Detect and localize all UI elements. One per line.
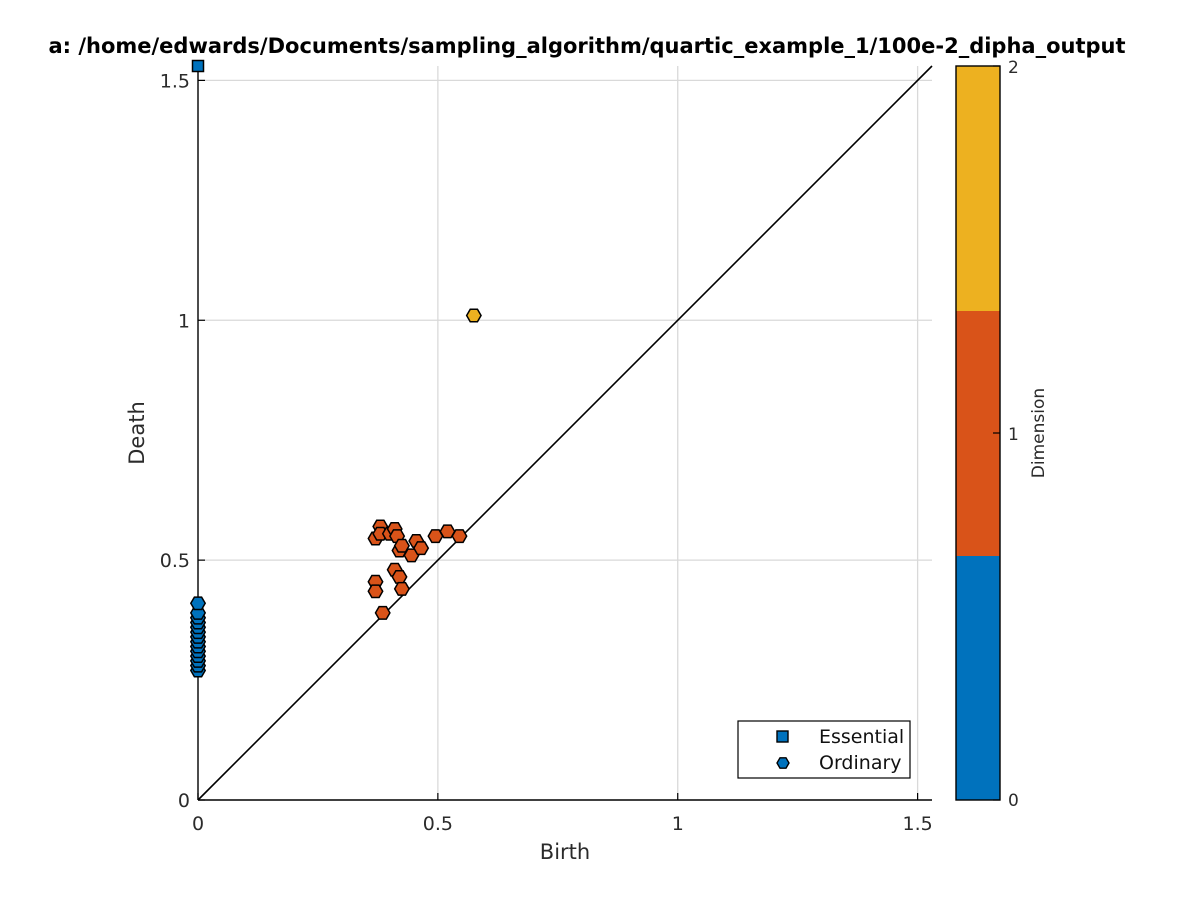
essential-point	[191, 59, 205, 73]
colorbar-tick-label-1: 1	[1008, 425, 1019, 445]
diagonal-line	[197, 65, 933, 801]
ordinary-point-dim1	[391, 569, 408, 584]
x-tick-label: 1.5	[902, 813, 932, 835]
y-tick-labels: 0 0.5 1 1.5	[160, 70, 205, 812]
ordinary-point-dim1	[427, 529, 444, 544]
legend-box	[737, 720, 911, 779]
plot-area: 0 0.5 1 1.5 0 0.5 1 1.5	[160, 59, 933, 835]
ordinary-point-dim0	[189, 596, 207, 611]
ordinary-point-dim1	[413, 541, 430, 556]
ordinary-point-dim1	[439, 524, 456, 539]
ordinary-point-dim1	[393, 581, 410, 596]
colorbar-segment-dim1	[956, 311, 1000, 556]
legend: Essential Ordinary	[737, 720, 911, 779]
x-tick-label: 0.5	[423, 813, 453, 835]
x-axis-label: Birth	[540, 840, 590, 864]
x-tick-label: 1	[672, 813, 684, 835]
x-tick-label: 0	[192, 813, 204, 835]
ordinary-hexagon-icon	[776, 757, 790, 769]
grid-lines	[198, 66, 932, 800]
legend-essential-label: Essential	[819, 726, 904, 748]
y-tick-label: 0.5	[160, 550, 190, 572]
chart-title: a: /home/edwards/Documents/sampling_algo…	[48, 34, 1125, 58]
colorbar-segment-dim0	[956, 556, 1000, 800]
x-tick-labels: 0 0.5 1 1.5	[192, 793, 933, 835]
ordinary-point-dim1	[451, 529, 468, 544]
legend-ordinary-label: Ordinary	[819, 752, 902, 774]
y-tick-label: 1	[178, 310, 190, 332]
colorbar-segment-dim2	[956, 66, 1000, 311]
y-tick-label: 1.5	[160, 70, 190, 92]
ordinary-point-dim2	[465, 308, 482, 323]
y-axis-label: Death	[125, 401, 149, 465]
colorbar-tick-label-2: 2	[1008, 58, 1019, 78]
essential-square-icon	[776, 730, 789, 743]
y-tick-label: 0	[178, 790, 190, 812]
colorbar-tick-label-0: 0	[1008, 791, 1019, 811]
ordinary-point-dim1	[367, 584, 384, 599]
colorbar-label: Dimension	[1029, 388, 1049, 478]
data-points	[189, 59, 482, 678]
ordinary-point-dim1	[374, 605, 391, 620]
colorbar: 0 1 2 Dimension	[955, 58, 1049, 811]
